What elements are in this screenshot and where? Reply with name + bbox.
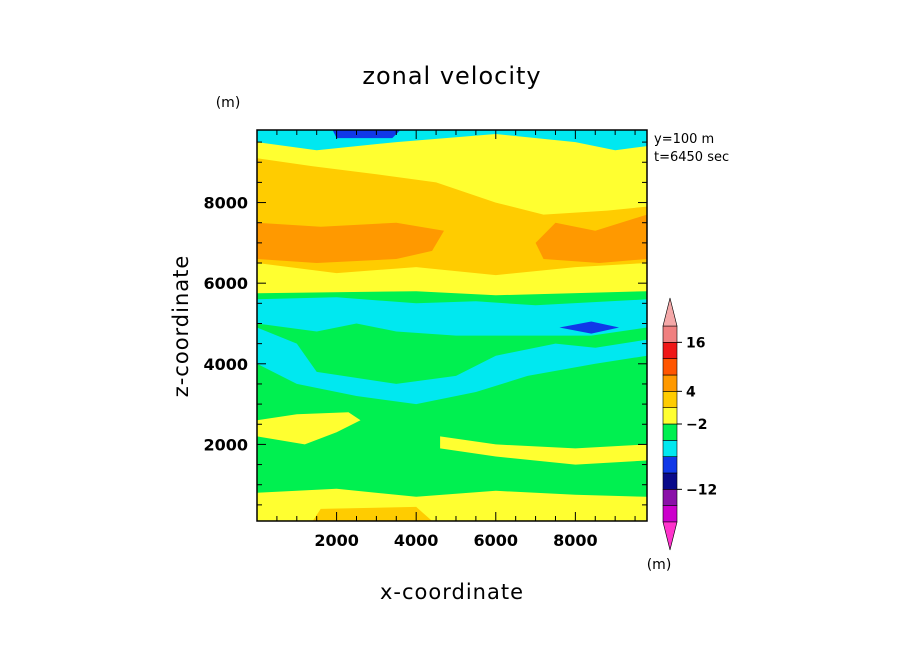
colorbar-tick-label: 16 — [686, 335, 705, 351]
contour-fill-8 — [257, 412, 361, 445]
x-axis-label: x-coordinate — [380, 580, 524, 604]
colorbar-swatch — [662, 456, 678, 474]
contour-fill-1 — [332, 130, 401, 139]
contour-fills — [257, 130, 647, 521]
y-axis-ticks: 2000 4000 6000 8000 — [203, 141, 647, 506]
colorbar-swatch — [662, 374, 678, 392]
contour-fill-11 — [312, 506, 433, 521]
y-tick-label: 2000 — [203, 435, 248, 454]
contour-fill-4 — [535, 214, 647, 263]
colorbar-extend-top — [662, 297, 678, 327]
y-tick-label: 8000 — [203, 194, 248, 213]
x-tick-label: 2000 — [314, 531, 359, 550]
y-tick-label: 4000 — [203, 355, 248, 374]
colorbar-tick-label: −12 — [686, 482, 717, 498]
colorbar-tick-label: −2 — [686, 417, 707, 433]
colorbar-tick-label: 4 — [686, 384, 696, 400]
x-tick-label: 6000 — [474, 531, 519, 550]
colorbar-swatch — [662, 489, 678, 506]
y-axis-label: z-coordinate — [169, 255, 193, 398]
chart-title: zonal velocity — [362, 62, 541, 90]
colorbar-swatch — [662, 423, 678, 441]
colorbar-swatch — [662, 391, 678, 408]
colorbar: 16 4 −2 −12 — [662, 297, 717, 551]
y-axis-unit: (m) — [216, 95, 241, 111]
x-tick-label: 4000 — [394, 531, 439, 550]
colorbar-unit: (m) — [647, 557, 672, 573]
x-tick-label: 8000 — [553, 531, 598, 550]
colorbar-swatch — [662, 505, 678, 523]
colorbar-swatch — [662, 358, 678, 376]
annotation-y-position: y=100 m — [654, 132, 714, 147]
colorbar-swatch — [662, 472, 678, 490]
contour-fill-5 — [257, 297, 647, 336]
contour-fill-9 — [440, 436, 647, 465]
y-tick-label: 6000 — [203, 274, 248, 293]
x-axis-ticks: 2000 4000 6000 8000 — [276, 130, 636, 550]
contour-fill-6 — [257, 327, 647, 405]
contour-fill-3 — [257, 222, 444, 263]
contour-fill-7 — [559, 321, 620, 334]
colorbar-swatch — [662, 342, 678, 359]
annotation-time: t=6450 sec — [654, 150, 729, 165]
plot-frame — [256, 129, 648, 522]
colorbar-swatch — [662, 325, 678, 343]
colorbar-extend-bottom — [662, 521, 678, 551]
colorbar-swatch — [662, 407, 678, 425]
colorbar-swatch — [662, 440, 678, 457]
